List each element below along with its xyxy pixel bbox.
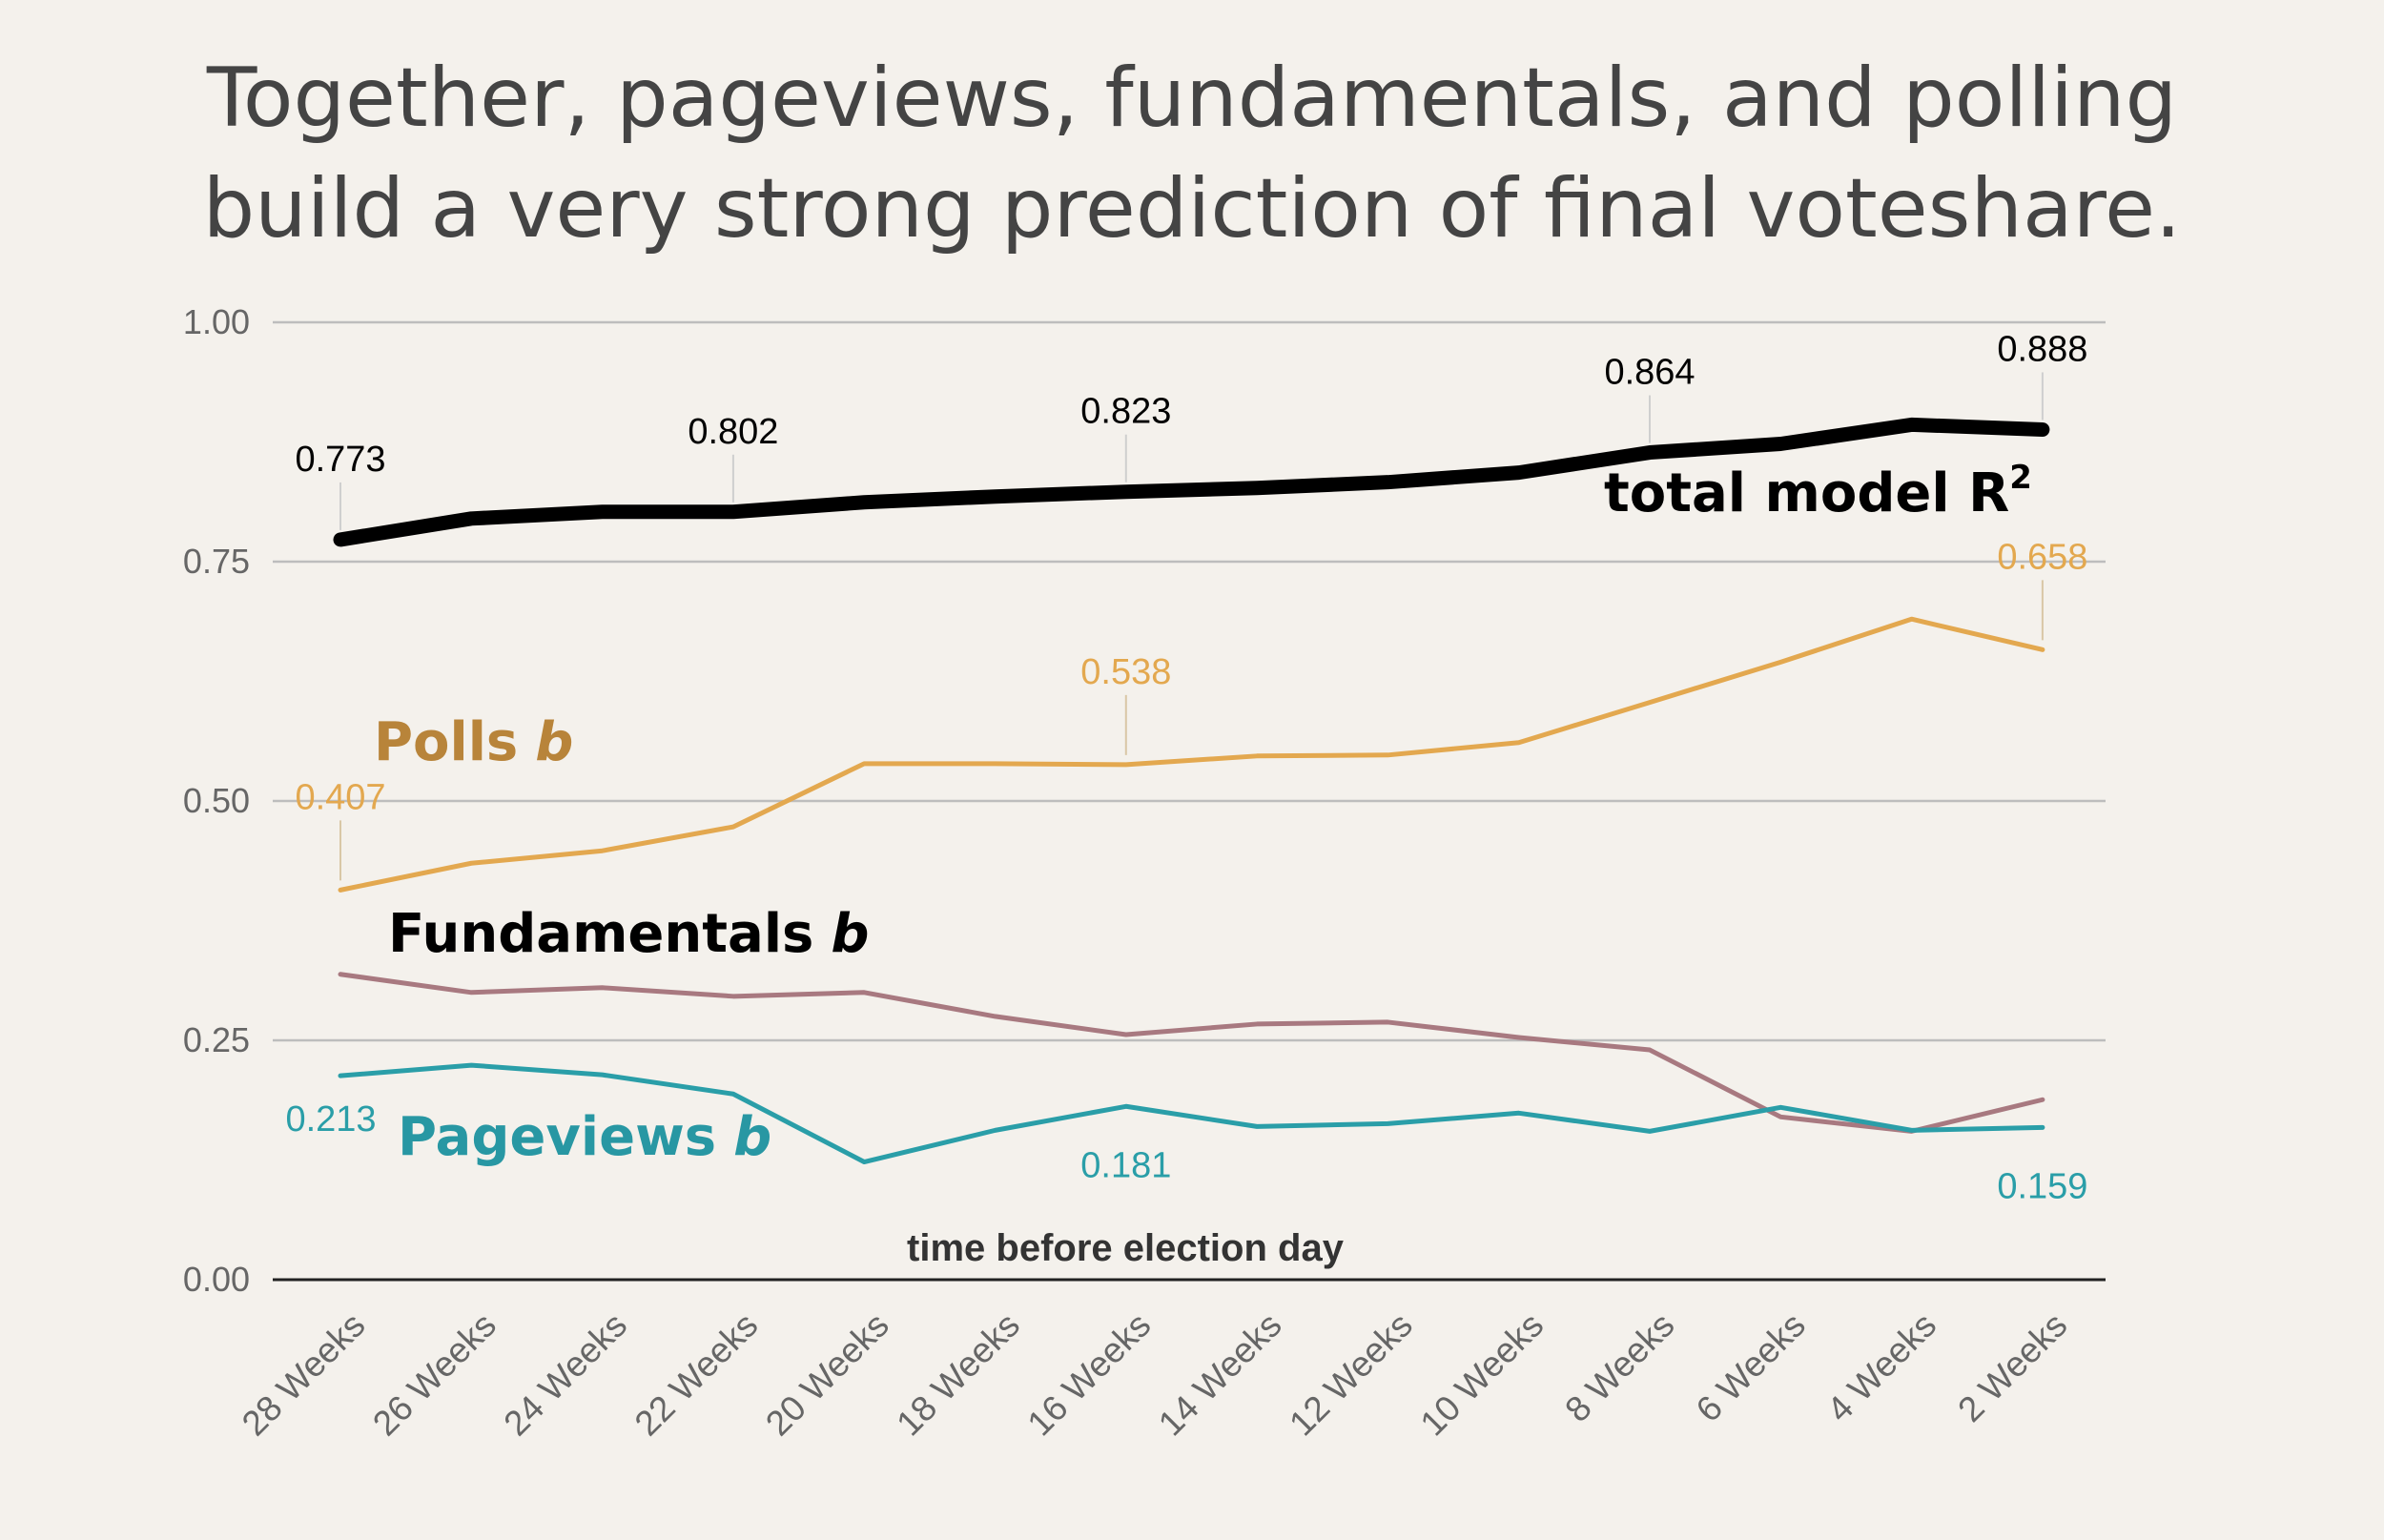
x-axis-label: time before election day [907, 1227, 1345, 1269]
y-tick-label: 1.00 [183, 302, 250, 341]
series-label-polls: Polls b [374, 711, 573, 773]
data-label-polls: 0.407 [295, 777, 385, 817]
data-label-pageviews: 0.213 [285, 1099, 376, 1140]
data-label-total: 0.864 [1604, 353, 1695, 393]
y-tick-label: 0.25 [183, 1020, 250, 1059]
chart-title-line-1: Together, pageviews, fundamentals, and p… [206, 51, 2178, 146]
series-label-pageviews: Pageviews b [398, 1106, 771, 1168]
x-tick-label: 10 Weeks [1412, 1305, 1551, 1444]
series-label-total: total model R2 [1604, 459, 2032, 524]
data-label-pageviews: 0.181 [1080, 1145, 1171, 1185]
series-label-fundamentals-b: b [831, 903, 869, 965]
x-tick-label: 6 Weeks [1689, 1305, 1813, 1429]
y-tick-label: 0.00 [183, 1260, 250, 1299]
series-label-total-superscript: 2 [2009, 459, 2032, 497]
series-line-total [333, 417, 2050, 547]
series-lines [333, 417, 2050, 1165]
series-label-pageviews-b: b [733, 1106, 771, 1168]
series-line-fundamentals [338, 972, 2045, 1134]
x-tick-label: 16 Weeks [1020, 1305, 1159, 1444]
data-label-polls: 0.538 [1080, 652, 1171, 692]
data-label-total: 0.823 [1080, 392, 1171, 432]
data-labels: 0.773 0.802 0.823 0.864 0.888 0.407 0.538 0.658… [285, 329, 2087, 1206]
gridlines [273, 320, 2106, 1282]
data-label-pageviews: 0.159 [1997, 1166, 2087, 1206]
x-tick-label: 4 Weeks [1819, 1305, 1943, 1429]
x-tick-label: 22 Weeks [627, 1305, 766, 1444]
x-tick-label: 14 Weeks [1151, 1305, 1289, 1444]
series-line-polls [338, 616, 2045, 893]
series-label-pageviews-text: Pageviews [398, 1106, 716, 1168]
series-label-fundamentals-text: Fundamentals [388, 903, 813, 965]
x-tick-label: 8 Weeks [1557, 1305, 1681, 1429]
x-tick-label: 24 Weeks [496, 1305, 634, 1444]
x-tick-label: 20 Weeks [758, 1305, 896, 1444]
series-line-pageviews [338, 1062, 2045, 1165]
x-tick-label: 26 Weeks [365, 1305, 504, 1444]
series-label-fundamentals: Fundamentals b [388, 903, 869, 965]
chart-title-line-2: build a very strong prediction of final … [202, 161, 2182, 257]
x-tick-label: 18 Weeks [889, 1305, 1027, 1444]
data-label-polls: 0.658 [1997, 537, 2087, 577]
x-tick-label: 12 Weeks [1282, 1305, 1420, 1444]
x-tick-label: 28 Weeks [235, 1305, 373, 1444]
series-label-polls-b: b [535, 711, 573, 773]
series-label-total-text: total model R [1604, 462, 2009, 524]
x-tick-label: 2 Weeks [1950, 1305, 2074, 1429]
y-tick-label: 0.50 [183, 781, 250, 820]
data-label-total: 0.802 [688, 412, 778, 452]
y-axis-ticks: 0.00 0.25 0.50 0.75 1.00 [183, 302, 250, 1299]
data-label-total: 0.888 [1997, 329, 2087, 369]
series-label-polls-text: Polls [374, 711, 518, 773]
data-label-total: 0.773 [295, 440, 385, 480]
y-tick-label: 0.75 [183, 542, 250, 581]
